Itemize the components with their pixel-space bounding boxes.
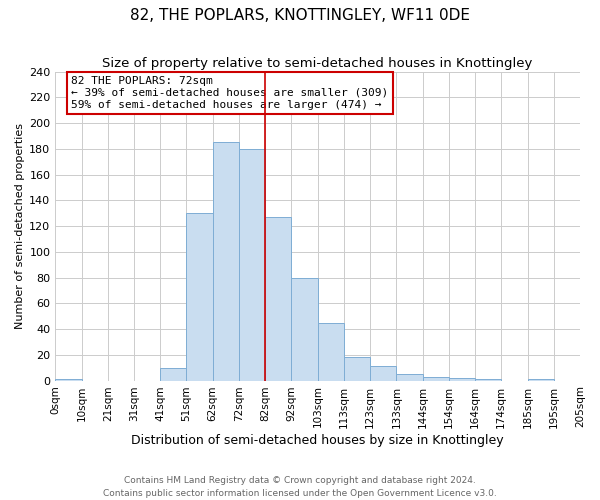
Bar <box>397 374 422 380</box>
Bar <box>265 217 292 380</box>
Bar <box>449 378 475 380</box>
Text: 82, THE POPLARS, KNOTTINGLEY, WF11 0DE: 82, THE POPLARS, KNOTTINGLEY, WF11 0DE <box>130 8 470 22</box>
Bar <box>212 142 239 380</box>
X-axis label: Distribution of semi-detached houses by size in Knottingley: Distribution of semi-detached houses by … <box>131 434 504 448</box>
Bar <box>292 278 317 380</box>
Text: 82 THE POPLARS: 72sqm
← 39% of semi-detached houses are smaller (309)
59% of sem: 82 THE POPLARS: 72sqm ← 39% of semi-deta… <box>71 76 388 110</box>
Bar <box>160 368 187 380</box>
Bar <box>187 213 212 380</box>
Text: Contains HM Land Registry data © Crown copyright and database right 2024.
Contai: Contains HM Land Registry data © Crown c… <box>103 476 497 498</box>
Bar <box>239 149 265 380</box>
Bar <box>317 322 344 380</box>
Bar <box>344 358 370 380</box>
Bar <box>422 376 449 380</box>
Bar <box>370 366 397 380</box>
Y-axis label: Number of semi-detached properties: Number of semi-detached properties <box>15 123 25 329</box>
Title: Size of property relative to semi-detached houses in Knottingley: Size of property relative to semi-detach… <box>103 58 533 70</box>
